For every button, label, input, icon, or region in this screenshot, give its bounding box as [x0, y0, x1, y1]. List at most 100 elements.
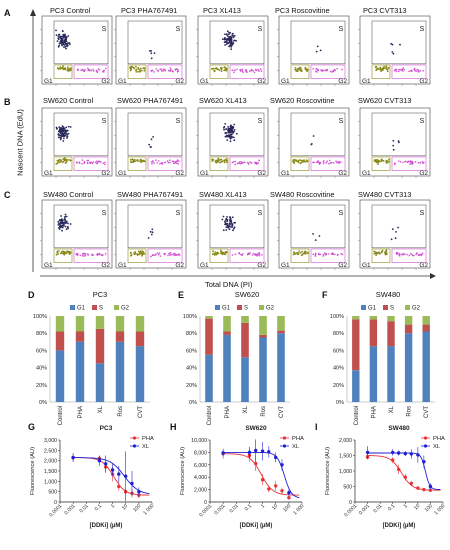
- flow-event: [294, 68, 297, 71]
- flow-event: [251, 254, 254, 256]
- flow-event: [67, 222, 69, 225]
- flow-title: SW480 PHA767491: [117, 190, 184, 199]
- flow-event: [244, 69, 247, 71]
- flow-event: [310, 143, 313, 145]
- flow-event: [231, 161, 234, 164]
- flow-g1-label: G1: [362, 78, 371, 85]
- flow-g2-label: G2: [101, 262, 110, 269]
- flow-g1-gate: [53, 248, 73, 263]
- legend-swatch: [361, 305, 366, 310]
- flow-event: [224, 251, 227, 254]
- flow-event: [315, 161, 318, 163]
- flow-event: [392, 52, 395, 55]
- flow-event: [321, 69, 323, 72]
- flow-g2-gate: [310, 156, 346, 171]
- flow-event: [231, 222, 233, 225]
- flow-event: [246, 161, 249, 164]
- flow-event: [235, 39, 238, 42]
- flow-event: [139, 253, 141, 256]
- dose-data-point: [409, 452, 413, 456]
- flow-event: [129, 252, 132, 255]
- flow-event: [63, 33, 66, 36]
- flow-event: [172, 160, 175, 163]
- flow-event: [375, 254, 377, 256]
- flow-event: [162, 70, 165, 72]
- flow-g1-label: G1: [200, 78, 209, 85]
- flow-event: [230, 48, 233, 51]
- flow-event: [59, 136, 61, 139]
- flow-g2-label: G2: [175, 78, 184, 85]
- dose-x-tick-label: 0.01: [229, 503, 240, 514]
- dose-data-point: [403, 451, 407, 456]
- flow-event: [314, 254, 317, 256]
- flow-event: [130, 65, 133, 68]
- legend-swatch: [259, 305, 264, 310]
- flow-event: [302, 253, 305, 255]
- flow-event: [169, 70, 171, 72]
- bar-segment: [369, 316, 378, 320]
- flow-event: [66, 252, 68, 254]
- dose-data-point: [397, 451, 401, 455]
- flow-event: [327, 253, 330, 255]
- legend-swatch: [383, 305, 388, 310]
- bar-segment: [223, 334, 231, 402]
- flow-event: [60, 67, 63, 70]
- flow-event: [236, 68, 238, 71]
- flow-event: [295, 160, 297, 162]
- flow-event: [150, 52, 153, 55]
- flow-event: [417, 161, 420, 164]
- flow-g2-label: G2: [257, 170, 266, 177]
- flow-event: [381, 249, 384, 252]
- flow-event: [79, 254, 82, 257]
- flow-event: [312, 253, 315, 256]
- dose-data-point: [117, 472, 121, 476]
- flow-plot-frame: [278, 107, 350, 177]
- bar-segment: [259, 334, 267, 338]
- flow-event: [242, 253, 244, 255]
- flow-title: SW620 Control: [43, 96, 94, 105]
- flow-event: [303, 159, 305, 162]
- flow-event: [64, 42, 67, 45]
- flow-s-label: S: [102, 118, 107, 125]
- dose-fit-curve: [221, 453, 300, 496]
- flow-event: [298, 159, 300, 162]
- flow-event: [162, 68, 165, 70]
- legend-swatch: [92, 305, 97, 310]
- flow-event: [225, 159, 228, 162]
- flow-event: [67, 42, 69, 44]
- dose-y-tick-label: 1,000: [44, 479, 57, 485]
- flow-event: [137, 66, 140, 69]
- flow-event: [61, 30, 64, 32]
- flow-event: [400, 253, 403, 256]
- flow-event: [300, 70, 303, 73]
- flow-event: [241, 68, 244, 71]
- flow-event: [103, 71, 105, 73]
- flow-g1-gate: [371, 248, 391, 263]
- bar-category-label: CVT: [138, 406, 144, 418]
- flow-event: [304, 252, 306, 255]
- flow-event: [176, 70, 179, 73]
- bar-y-tick-label: 100%: [330, 314, 344, 320]
- dose-x-tick-label: 1 000: [433, 503, 446, 516]
- flow-event: [151, 228, 154, 231]
- flow-event: [234, 253, 237, 255]
- flow-g1-label: G1: [118, 262, 127, 269]
- flow-g1-label: G1: [118, 170, 127, 177]
- flow-event: [220, 70, 223, 73]
- flow-event: [61, 35, 63, 38]
- flow-event: [83, 69, 85, 71]
- dose-x-tick-label: 0.001: [63, 503, 76, 516]
- flow-event: [64, 46, 67, 48]
- flow-g2-label: G2: [338, 262, 347, 269]
- bar-y-tick-label: 20%: [333, 383, 344, 389]
- flow-event: [69, 252, 72, 255]
- flow-event: [224, 68, 227, 71]
- dose-legend-label: PHA: [292, 436, 304, 442]
- flow-event: [299, 251, 302, 254]
- flow-event: [252, 69, 254, 72]
- flow-g2-gate: [310, 248, 346, 263]
- flow-event: [226, 226, 228, 229]
- flow-event: [406, 161, 409, 163]
- dose-y-tick-label: 2,000: [339, 438, 352, 444]
